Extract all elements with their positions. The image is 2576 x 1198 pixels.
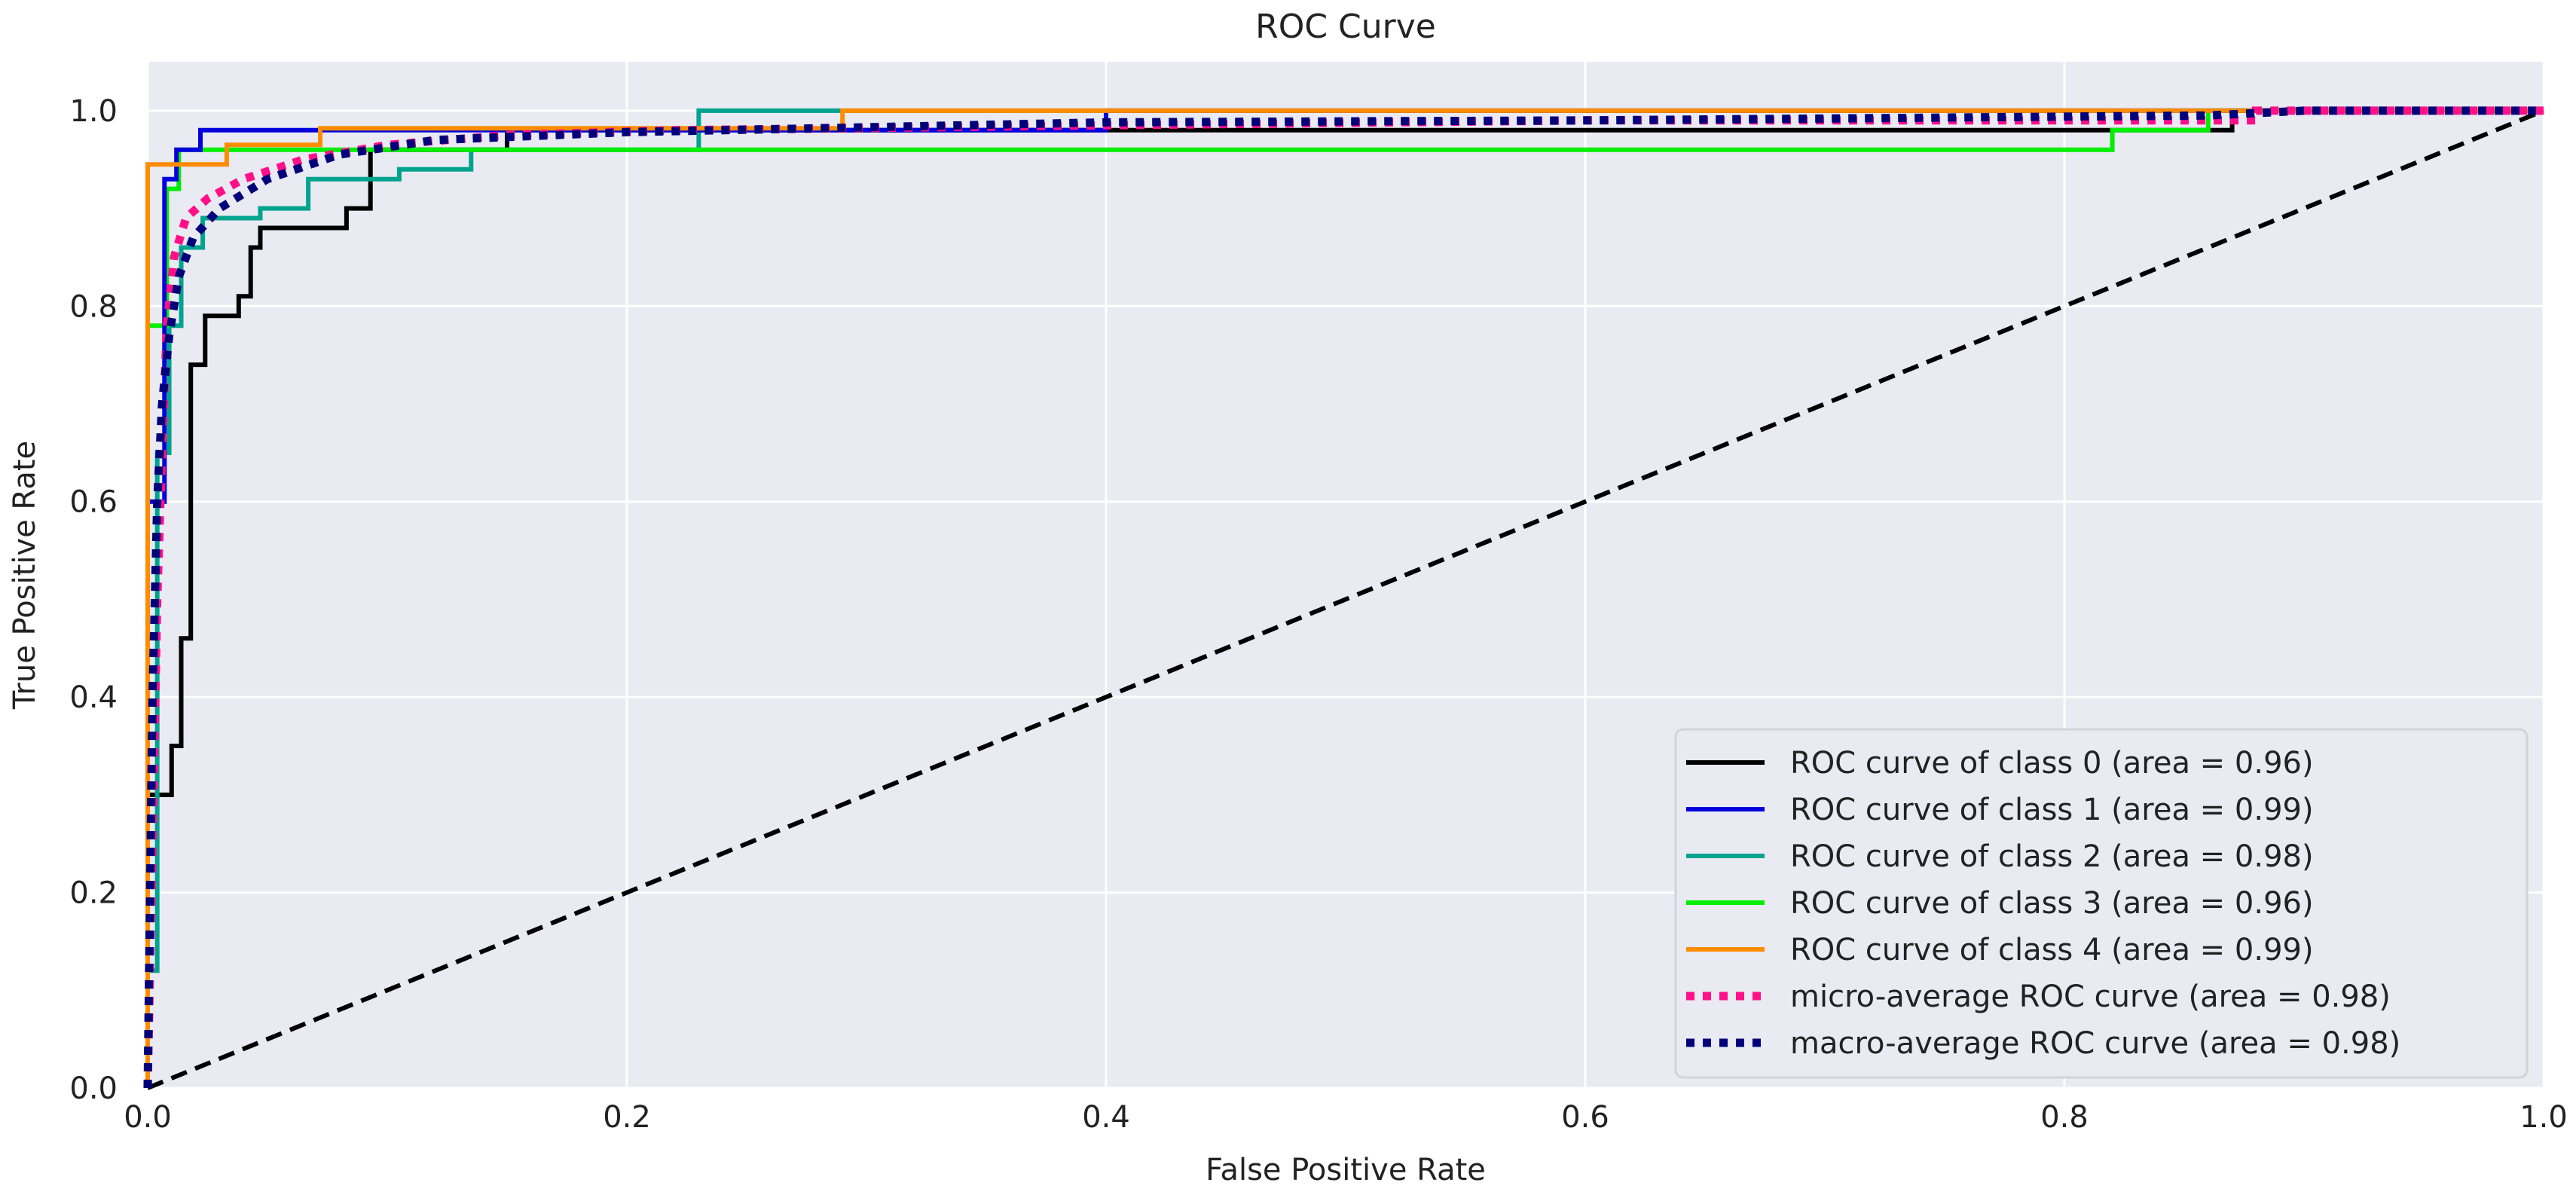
legend-label-micro-average: micro-average ROC curve (area = 0.98) bbox=[1790, 979, 2391, 1014]
legend-box bbox=[1674, 728, 2529, 1079]
x-tick-label: 0.6 bbox=[1561, 1100, 1609, 1135]
y-tick-label: 0.4 bbox=[69, 680, 118, 715]
legend: ROC curve of class 0 (area = 0.96) ROC cu… bbox=[1674, 728, 2529, 1079]
legend-label-class-1: ROC curve of class 1 (area = 0.99) bbox=[1790, 793, 2314, 827]
x-tick-label: 0.8 bbox=[2040, 1100, 2089, 1135]
x-tick-label: 0.0 bbox=[124, 1100, 172, 1135]
chart-title: ROC Curve bbox=[1255, 8, 1436, 46]
x-axis-label: False Positive Rate bbox=[1205, 1153, 1486, 1187]
series-line-chance-diagonal bbox=[146, 108, 2545, 1090]
legend-label-class-2: ROC curve of class 2 (area = 0.98) bbox=[1790, 839, 2314, 874]
tick-labels: 0.0 0.2 0.4 0.6 0.8 1.0 0.0 0.2 0.4 0.6 0.8 1.0 bbox=[69, 94, 2567, 1135]
legend-label-class-0: ROC curve of class 0 (area = 0.96) bbox=[1790, 746, 2314, 781]
series-line-macro-average bbox=[143, 106, 2544, 1089]
y-tick-label: 0.6 bbox=[69, 485, 118, 520]
y-tick-label: 0.8 bbox=[69, 289, 118, 324]
y-tick-label: 0.0 bbox=[69, 1071, 118, 1106]
x-tick-label: 0.4 bbox=[1082, 1100, 1130, 1135]
legend-label-class-3: ROC curve of class 3 (area = 0.96) bbox=[1790, 886, 2314, 921]
y-tick-label: 1.0 bbox=[69, 94, 118, 129]
legend-label-class-4: ROC curve of class 4 (area = 0.99) bbox=[1790, 933, 2314, 967]
x-tick-label: 1.0 bbox=[2519, 1100, 2568, 1135]
legend-label-macro-average: macro-average ROC curve (area = 0.98) bbox=[1790, 1026, 2400, 1061]
y-axis-label: True Positive Rate bbox=[8, 441, 42, 710]
x-tick-label: 0.2 bbox=[603, 1100, 651, 1135]
series-line-class-4 bbox=[145, 108, 2544, 1088]
y-tick-label: 0.2 bbox=[69, 876, 118, 911]
series-group bbox=[143, 106, 2545, 1090]
